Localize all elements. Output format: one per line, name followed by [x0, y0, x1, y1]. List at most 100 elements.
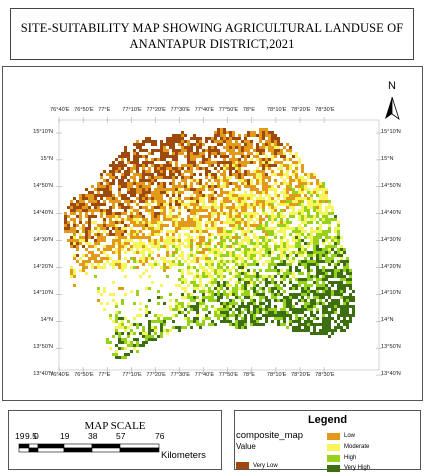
- raster-cell: [166, 248, 169, 251]
- raster-cell: [343, 311, 346, 314]
- raster-cell: [100, 224, 103, 227]
- raster-cell: [118, 191, 121, 194]
- raster-cell: [196, 251, 199, 254]
- raster-cell: [244, 317, 247, 320]
- raster-cell: [157, 302, 160, 305]
- raster-cell: [259, 131, 262, 134]
- raster-cell: [106, 233, 109, 236]
- raster-cell: [199, 200, 202, 203]
- raster-cell: [283, 164, 286, 167]
- raster-cell: [241, 161, 244, 164]
- raster-cell: [289, 245, 292, 248]
- raster-cell: [121, 236, 124, 239]
- raster-cell: [310, 251, 313, 254]
- raster-cell: [139, 173, 142, 176]
- raster-cell: [241, 206, 244, 209]
- raster-cell: [217, 212, 220, 215]
- raster-cell: [211, 278, 214, 281]
- raster-cell: [190, 179, 193, 182]
- raster-cell: [250, 248, 253, 251]
- raster-cell: [307, 305, 310, 308]
- raster-cell: [73, 275, 76, 278]
- raster-cell: [319, 302, 322, 305]
- raster-cell: [226, 236, 229, 239]
- raster-cell: [169, 164, 172, 167]
- raster-cell: [127, 200, 130, 203]
- raster-cell: [214, 185, 217, 188]
- raster-cell: [295, 329, 298, 332]
- raster-cell: [103, 287, 106, 290]
- raster-cell: [118, 167, 121, 170]
- raster-cell: [85, 212, 88, 215]
- raster-cell: [229, 170, 232, 173]
- raster-cell: [271, 164, 274, 167]
- longitude-label-top: 78°E: [242, 107, 255, 113]
- longitude-label-top: 77°30'E: [170, 107, 190, 113]
- raster-cell: [139, 182, 142, 185]
- raster-cell: [307, 182, 310, 185]
- raster-cell: [88, 200, 91, 203]
- raster-cell: [202, 266, 205, 269]
- raster-cell: [160, 164, 163, 167]
- raster-cell: [178, 203, 181, 206]
- raster-cell: [253, 269, 256, 272]
- raster-cell: [127, 332, 130, 335]
- raster-cell: [67, 239, 70, 242]
- raster-cell: [118, 263, 121, 266]
- raster-cell: [310, 278, 313, 281]
- raster-cell: [217, 143, 220, 146]
- raster-cell: [142, 161, 145, 164]
- raster-cell: [238, 308, 241, 311]
- raster-cell: [220, 320, 223, 323]
- raster-cell: [298, 239, 301, 242]
- raster-cell: [271, 275, 274, 278]
- raster-cell: [148, 275, 151, 278]
- raster-cell: [91, 257, 94, 260]
- raster-cell: [289, 308, 292, 311]
- raster-cell: [349, 269, 352, 272]
- raster-cell: [289, 314, 292, 317]
- scale-segment: [91, 443, 121, 449]
- raster-cell: [208, 206, 211, 209]
- raster-cell: [196, 152, 199, 155]
- raster-cell: [310, 311, 313, 314]
- raster-cell: [136, 197, 139, 200]
- raster-cell: [301, 248, 304, 251]
- raster-cell: [163, 260, 166, 263]
- raster-cell: [121, 269, 124, 272]
- raster-cell: [244, 266, 247, 269]
- raster-cell: [214, 269, 217, 272]
- raster-cell: [193, 308, 196, 311]
- raster-cell: [178, 245, 181, 248]
- raster-cell: [337, 302, 340, 305]
- raster-cell: [169, 188, 172, 191]
- raster-cell: [178, 137, 181, 140]
- raster-cell: [79, 257, 82, 260]
- raster-cell: [148, 137, 151, 140]
- raster-cell: [259, 311, 262, 314]
- raster-cell: [241, 179, 244, 182]
- raster-cell: [118, 203, 121, 206]
- raster-cell: [286, 242, 289, 245]
- raster-cell: [268, 314, 271, 317]
- raster-cell: [283, 221, 286, 224]
- raster-cell: [157, 158, 160, 161]
- raster-cell: [160, 323, 163, 326]
- raster-cell: [127, 341, 130, 344]
- raster-cell: [193, 239, 196, 242]
- raster-cell: [214, 299, 217, 302]
- raster-cell: [157, 167, 160, 170]
- raster-cell: [145, 149, 148, 152]
- raster-cell: [247, 257, 250, 260]
- raster-cell: [88, 257, 91, 260]
- raster-cell: [265, 317, 268, 320]
- raster-cell: [310, 176, 313, 179]
- raster-cell: [223, 221, 226, 224]
- raster-cell: [319, 200, 322, 203]
- raster-cell: [115, 227, 118, 230]
- raster-cell: [307, 293, 310, 296]
- raster-cell: [304, 236, 307, 239]
- raster-cell: [76, 242, 79, 245]
- raster-cell: [151, 224, 154, 227]
- raster-cell: [217, 164, 220, 167]
